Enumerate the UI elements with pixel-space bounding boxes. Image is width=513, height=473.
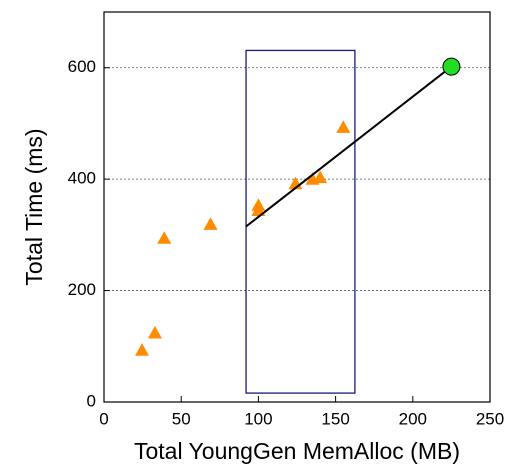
x-tick-label: 150 [321, 409, 349, 428]
x-axis-label: Total YoungGen MemAlloc (MB) [134, 438, 460, 464]
data-point [147, 325, 162, 339]
y-axis-label: Total Time (ms) [21, 128, 47, 285]
data-point [336, 120, 351, 133]
x-tick-label: 250 [476, 409, 504, 428]
plot-frame [103, 11, 491, 403]
fit-line [245, 65, 453, 228]
data-point [157, 231, 172, 244]
y-tick-label: 200 [68, 280, 96, 299]
highlight-point [442, 57, 461, 76]
x-tick-label: 100 [244, 409, 272, 428]
x-tick-label: 0 [99, 409, 108, 428]
y-tick-label: 0 [87, 391, 96, 410]
y-tick-label: 600 [68, 57, 96, 76]
x-tick-label: 50 [172, 409, 191, 428]
highlight-box [245, 49, 356, 394]
data-point [203, 217, 218, 230]
data-point [251, 203, 266, 216]
data-point [134, 343, 149, 356]
y-tick-label: 400 [68, 169, 96, 188]
data-point [313, 170, 328, 184]
x-tick-label: 200 [399, 409, 427, 428]
